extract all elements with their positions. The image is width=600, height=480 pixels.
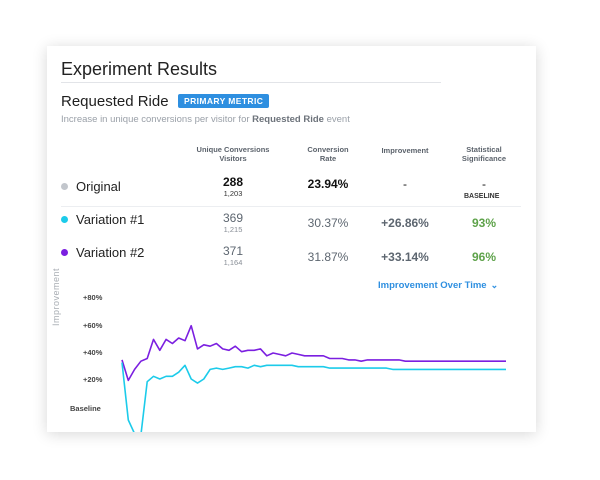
- variation1-improvement: +26.86%: [381, 216, 429, 230]
- row-variation2-conversions: 371 1,164: [213, 244, 253, 267]
- header-significance-line1: Statistical: [466, 145, 502, 154]
- variation1-dot-icon: [61, 216, 68, 223]
- original-visitors: 1,203: [223, 189, 243, 198]
- metric-desc-prefix: Increase in unique conversions per visit…: [61, 114, 253, 125]
- row-variation1-label: Variation #1: [61, 212, 144, 227]
- original-conversions: 288: [222, 175, 244, 189]
- y-tick-20: +20%: [83, 375, 103, 384]
- header-rate-line2: Rate: [319, 154, 337, 163]
- experiment-results-card: Experiment Results Requested Ride PRIMAR…: [47, 46, 536, 432]
- chevron-down-icon: ⌄: [490, 280, 499, 290]
- header-conversions-line1: Unique Conversions: [196, 145, 270, 154]
- header-conversions: Unique Conversions Visitors: [183, 145, 283, 163]
- metric-name: Requested Ride: [61, 93, 169, 110]
- metric-desc-event: Requested Ride: [252, 114, 324, 125]
- improvement-over-time-dropdown[interactable]: Improvement Over Time ⌄: [378, 280, 498, 291]
- metric-description: Increase in unique conversions per visit…: [61, 114, 350, 125]
- original-significance: -: [482, 177, 486, 191]
- original-rate: 23.94%: [307, 177, 349, 191]
- variation2-significance: 96%: [471, 250, 497, 264]
- row-original-label: Original: [61, 179, 121, 194]
- header-rate: Conversion Rate: [288, 145, 368, 163]
- row-variation1-conversions: 369 1,215: [213, 211, 253, 234]
- y-tick-40: +40%: [83, 348, 103, 357]
- row-variation1-name: Variation #1: [76, 212, 145, 227]
- row-divider: [61, 206, 521, 207]
- metric-desc-suffix: event: [323, 114, 350, 125]
- dropdown-label: Improvement Over Time: [378, 280, 487, 291]
- variation2-improvement: +33.14%: [381, 250, 429, 264]
- variation1-conversions: 369: [222, 211, 244, 225]
- card-title: Experiment Results: [61, 59, 218, 79]
- header-improvement-text: Improvement: [381, 146, 429, 155]
- original-improvement: -: [403, 177, 407, 191]
- header-conversions-line2: Visitors: [219, 154, 247, 163]
- variation2-rate: 31.87%: [307, 250, 349, 264]
- baseline-tag: BASELINE: [464, 193, 500, 200]
- header-rate-line1: Conversion: [307, 145, 349, 154]
- y-tick-80: +80%: [83, 293, 103, 302]
- header-significance: Statistical Significance: [444, 145, 524, 163]
- variation1-visitors: 1,215: [223, 225, 243, 234]
- series-line-variation-2: [121, 324, 506, 382]
- row-original-name: Original: [76, 179, 121, 194]
- primary-metric-badge: PRIMARY METRIC: [178, 94, 270, 108]
- improvement-chart: [121, 324, 506, 432]
- variation1-significance: 93%: [471, 216, 497, 230]
- y-tick-60: +60%: [83, 321, 103, 330]
- row-variation2-name: Variation #2: [76, 245, 145, 260]
- row-variation2-label: Variation #2: [61, 245, 144, 260]
- title-divider: [61, 82, 441, 83]
- row-original-conversions: 288 1,203: [213, 175, 253, 198]
- variation2-dot-icon: [61, 249, 68, 256]
- original-dot-icon: [61, 183, 68, 190]
- header-improvement: Improvement: [365, 146, 445, 155]
- variation2-visitors: 1,164: [223, 258, 243, 267]
- variation1-rate: 30.37%: [307, 216, 349, 230]
- header-significance-line2: Significance: [461, 154, 507, 163]
- series-line-variation-1: [121, 362, 506, 432]
- variation2-conversions: 371: [222, 244, 244, 258]
- baseline-axis-label: Baseline: [70, 404, 101, 413]
